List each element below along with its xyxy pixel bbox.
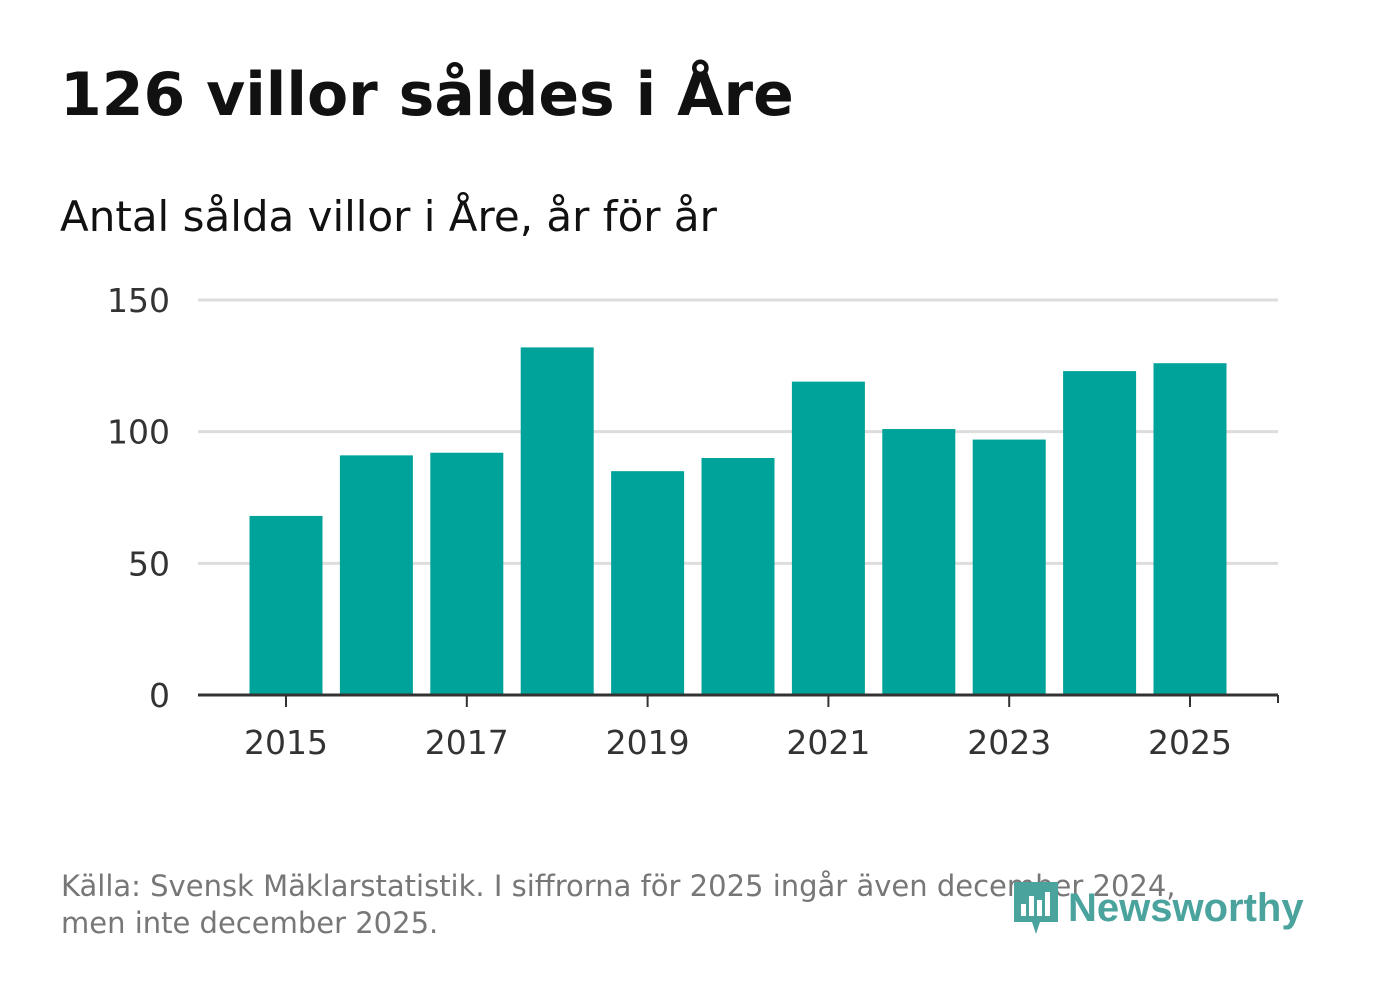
bar-2022 (882, 429, 956, 695)
axes: 0 50 100 150 2015 2017 2019 2021 2023 2025 (107, 281, 1279, 762)
x-tick-label-2015: 2015 (244, 723, 328, 762)
bar-2015 (249, 515, 323, 695)
x-tick-label-2019: 2019 (606, 723, 690, 762)
bar-2019 (611, 471, 685, 695)
newsworthy-logo: Newsworthy (1010, 878, 1304, 938)
bar-2018 (520, 347, 594, 695)
bar-chart: 0 50 100 150 2015 2017 2019 2021 2023 2025 (107, 281, 1279, 762)
chart-title: 126 villor såldes i Åre (60, 60, 794, 130)
x-tick-label-2021: 2021 (786, 723, 870, 762)
x-tick-label-2025: 2025 (1148, 723, 1232, 762)
x-tick-label-2023: 2023 (967, 723, 1051, 762)
y-tick-label-100: 100 (107, 413, 170, 452)
bar-2017 (430, 452, 504, 695)
y-tick-label-50: 50 (128, 544, 170, 583)
newsworthy-logo-text: Newsworthy (1068, 885, 1304, 930)
x-tick-label-2017: 2017 (425, 723, 509, 762)
bar-2023 (972, 439, 1046, 695)
y-tick-label-0: 0 (149, 676, 170, 715)
bar-2025 (1153, 363, 1227, 695)
source-line-2: men inte december 2025. (61, 906, 439, 940)
bars (249, 347, 1227, 695)
source-note: Källa: Svensk Mäklarstatistik. I siffror… (61, 868, 1261, 942)
bar-2024 (1063, 371, 1137, 695)
chart-subtitle: Antal sålda villor i Åre, år för år (60, 192, 717, 241)
newsworthy-logo-icon (1014, 882, 1058, 934)
source-line-1: Källa: Svensk Mäklarstatistik. I siffror… (61, 869, 1176, 903)
bar-2016 (339, 455, 413, 695)
y-tick-label-150: 150 (107, 281, 170, 320)
bar-2021 (791, 381, 865, 695)
bar-2020 (701, 458, 775, 695)
